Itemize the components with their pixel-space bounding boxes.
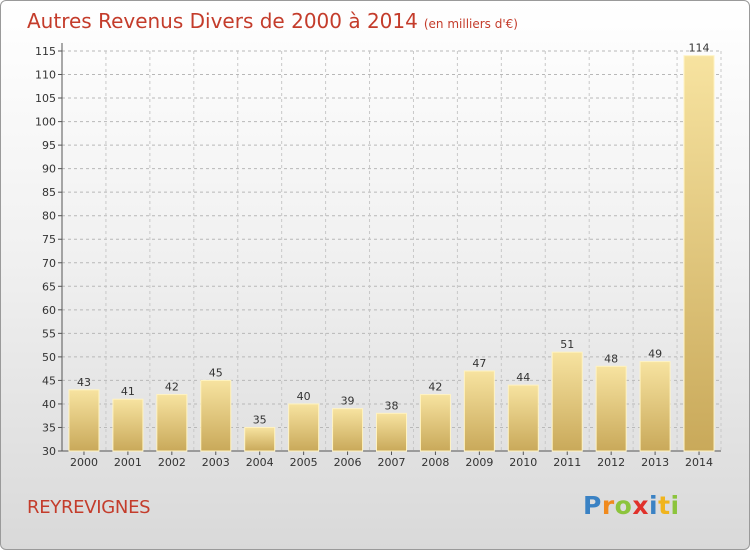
value-label-2011: 51 bbox=[560, 338, 574, 351]
y-tick-label: 110 bbox=[35, 69, 56, 82]
value-label-2005: 40 bbox=[297, 390, 311, 403]
x-tick-label-2007: 2007 bbox=[378, 456, 406, 469]
y-tick-label: 30 bbox=[42, 445, 56, 458]
value-label-2012: 48 bbox=[604, 352, 618, 365]
bar-2008 bbox=[419, 394, 451, 452]
x-tick-label-2010: 2010 bbox=[509, 456, 537, 469]
bar-2001 bbox=[112, 398, 144, 452]
bar-2012 bbox=[595, 365, 627, 452]
y-tick-label: 70 bbox=[42, 257, 56, 270]
bar-2010 bbox=[507, 384, 539, 452]
proxiti-logo[interactable]: Proxiti bbox=[583, 491, 680, 520]
x-tick-label-2006: 2006 bbox=[334, 456, 362, 469]
value-label-2006: 39 bbox=[341, 395, 355, 408]
y-tick-label: 75 bbox=[42, 233, 56, 246]
x-tick-label-2011: 2011 bbox=[553, 456, 581, 469]
labels: 43 2000 41 2001 42 2002 45 2003 35 2004 40 2005 39 20… bbox=[70, 42, 713, 469]
bar-2003 bbox=[200, 379, 232, 452]
value-label-2004: 35 bbox=[253, 413, 267, 426]
bars bbox=[68, 55, 715, 452]
x-tick-label-2000: 2000 bbox=[70, 456, 98, 469]
value-label-2000: 43 bbox=[77, 376, 91, 389]
value-label-2008: 42 bbox=[428, 381, 442, 394]
y-tick-label: 80 bbox=[42, 210, 56, 223]
y-tick-label: 105 bbox=[35, 92, 56, 105]
value-label-2013: 49 bbox=[648, 348, 662, 361]
chart-title: Autres Revenus Divers de 2000 à 2014 (en … bbox=[27, 9, 518, 33]
y-tick-label: 55 bbox=[42, 327, 56, 340]
bar-2002 bbox=[156, 394, 188, 452]
value-label-2001: 41 bbox=[121, 385, 135, 398]
chart-subtitle: (en milliers d'€) bbox=[423, 17, 518, 31]
y-tick-label: 100 bbox=[35, 116, 56, 129]
bar-2007 bbox=[376, 412, 407, 452]
y-tick-label: 45 bbox=[42, 374, 56, 387]
bar-2000 bbox=[68, 389, 100, 452]
bar-2014 bbox=[683, 55, 715, 452]
bar-2013 bbox=[639, 361, 671, 452]
bar-2011 bbox=[551, 351, 583, 452]
x-tick-label-2001: 2001 bbox=[114, 456, 142, 469]
y-tick-label: 50 bbox=[42, 351, 56, 364]
commune-name: REYREVIGNES bbox=[27, 497, 151, 518]
y-tick-label: 95 bbox=[42, 139, 56, 152]
value-label-2010: 44 bbox=[516, 371, 530, 384]
value-label-2014: 114 bbox=[689, 42, 710, 55]
x-tick-label-2012: 2012 bbox=[597, 456, 625, 469]
y-tick-label: 40 bbox=[42, 398, 56, 411]
x-tick-label-2002: 2002 bbox=[158, 456, 186, 469]
y-tick-label: 85 bbox=[42, 186, 56, 199]
x-tick-label-2013: 2013 bbox=[641, 456, 669, 469]
y-tick-label: 60 bbox=[42, 304, 56, 317]
bar-2009 bbox=[463, 370, 495, 452]
value-label-2002: 42 bbox=[165, 381, 179, 394]
y-tick-label: 35 bbox=[42, 421, 56, 434]
x-tick-label-2005: 2005 bbox=[290, 456, 318, 469]
x-tick-label-2004: 2004 bbox=[246, 456, 274, 469]
y-tick-label: 65 bbox=[42, 280, 56, 293]
y-tick-label: 90 bbox=[42, 163, 56, 176]
chart-title-text: Autres Revenus Divers de 2000 à 2014 bbox=[27, 9, 418, 33]
x-tick-label-2003: 2003 bbox=[202, 456, 230, 469]
x-tick-label-2014: 2014 bbox=[685, 456, 713, 469]
bar-2004 bbox=[244, 426, 276, 452]
x-tick-label-2009: 2009 bbox=[465, 456, 493, 469]
x-tick-label-2008: 2008 bbox=[421, 456, 449, 469]
value-label-2003: 45 bbox=[209, 366, 223, 379]
y-tick-label: 115 bbox=[35, 45, 56, 58]
value-label-2007: 38 bbox=[385, 399, 399, 412]
bar-2006 bbox=[332, 408, 364, 452]
value-label-2009: 47 bbox=[472, 357, 486, 370]
bar-2005 bbox=[288, 403, 320, 452]
